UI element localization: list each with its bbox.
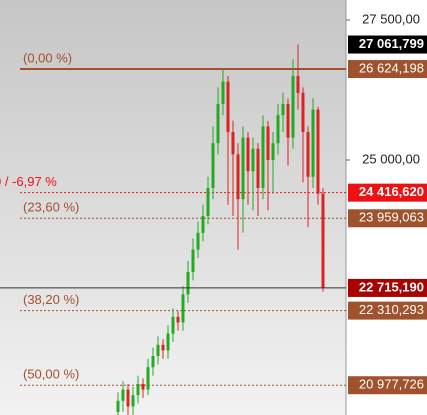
- level-name: (38,20 %): [23, 292, 79, 307]
- price-tag: [348, 209, 427, 228]
- candle-body: [316, 109, 320, 194]
- price-tag: [348, 60, 427, 79]
- y-tick-label: 27 500,00: [362, 11, 420, 26]
- candle-body: [166, 333, 170, 351]
- candle-body: [216, 103, 220, 144]
- candle-body: [206, 187, 210, 216]
- price-tag-label: 22 715,190: [359, 279, 424, 294]
- price-tag: [348, 376, 427, 395]
- candle-body: [161, 344, 165, 351]
- candle-body: [236, 154, 240, 200]
- candle-body: [246, 137, 250, 172]
- candle-body: [321, 193, 325, 288]
- candle-body: [141, 383, 145, 390]
- candle-body: [126, 389, 130, 407]
- level-name: (0,00 %): [23, 50, 72, 65]
- candle-body: [211, 143, 215, 188]
- candle-body: [301, 92, 305, 132]
- candle-body: [311, 109, 315, 177]
- price-tag: [348, 278, 427, 297]
- candle-body: [286, 103, 290, 138]
- candle-body: [271, 143, 275, 160]
- candle-body: [171, 316, 175, 334]
- candle-body: [256, 148, 260, 188]
- price-tag-label: 27 061,799: [359, 36, 424, 51]
- level-name: (23,60 %): [23, 200, 79, 215]
- candle-body: [156, 344, 160, 356]
- candle-body: [191, 249, 195, 272]
- candle-body: [281, 103, 285, 116]
- candle-body: [261, 126, 265, 188]
- price-tag-label: 23 959,063: [359, 210, 424, 225]
- price-tag: [348, 183, 427, 202]
- candle-body: [136, 383, 140, 396]
- candle-body: [226, 81, 230, 132]
- candle-body: [196, 232, 200, 250]
- candle-body: [116, 400, 120, 412]
- candle-body: [231, 131, 235, 155]
- candle-body: [266, 126, 270, 160]
- candle-body: [251, 148, 255, 172]
- price-tag-label: 26 624,198: [359, 60, 424, 75]
- candle-body: [176, 316, 180, 323]
- level-name: (50,00 %): [23, 367, 79, 382]
- price-tag: [348, 35, 427, 54]
- level-name: 0 / -6,97 %: [0, 174, 57, 189]
- candle-body: [186, 271, 190, 295]
- candle-body: [241, 137, 245, 200]
- candle-body: [146, 367, 150, 390]
- candle-body: [151, 355, 155, 368]
- candle-body: [131, 395, 135, 407]
- candle-body: [306, 131, 310, 177]
- y-tick-label: 25 000,00: [362, 151, 420, 166]
- price-tag: [348, 301, 427, 320]
- candle-body: [201, 215, 205, 233]
- price-tag-label: 22 310,293: [359, 302, 424, 317]
- candle-body: [291, 75, 295, 138]
- price-tag-label: 20 977,726: [359, 377, 424, 392]
- candle-body: [181, 294, 185, 323]
- candle-body: [276, 115, 280, 144]
- price-tag-label: 24 416,620: [359, 184, 424, 199]
- candle-body: [121, 389, 125, 401]
- candle-body: [296, 75, 300, 93]
- candle-body: [221, 81, 225, 104]
